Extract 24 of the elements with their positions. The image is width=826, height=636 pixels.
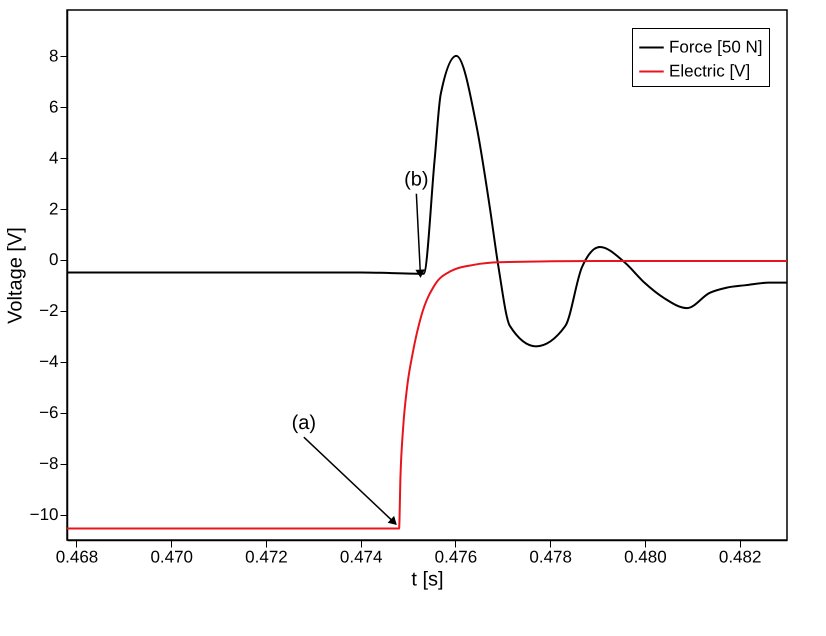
x-tick-label: 0.468 [56, 548, 98, 566]
x-axis-title: t [s] [411, 568, 444, 590]
annotation: (a) [292, 412, 316, 434]
annotation: (b) [404, 168, 429, 191]
y-tick-label: −6 [39, 403, 58, 422]
y-tick-label: −2 [39, 301, 58, 320]
y-tick-label: −4 [39, 352, 58, 372]
legend-label: Electric [V] [669, 62, 750, 80]
y-tick-label: 4 [49, 148, 58, 168]
x-tick-label: 0.478 [529, 548, 572, 566]
y-axis-title: Voltage [V] [4, 227, 27, 324]
x-tick-label: 0.472 [245, 548, 288, 566]
legend-label: Force [50 N] [669, 38, 763, 56]
x-tick-label: 0.482 [718, 548, 762, 566]
x-tick-label: 0.476 [434, 548, 478, 566]
y-tick-label: 8 [49, 46, 58, 66]
y-tick-label: 2 [49, 199, 58, 218]
x-tick-label: 0.480 [624, 548, 667, 566]
y-tick-label: 6 [49, 97, 58, 116]
y-tick-label: −10 [30, 505, 58, 524]
y-tick-label: −8 [39, 454, 58, 474]
x-tick-label: 0.474 [340, 548, 382, 566]
y-tick-label: 0 [49, 250, 58, 270]
x-tick-label: 0.470 [150, 548, 193, 566]
